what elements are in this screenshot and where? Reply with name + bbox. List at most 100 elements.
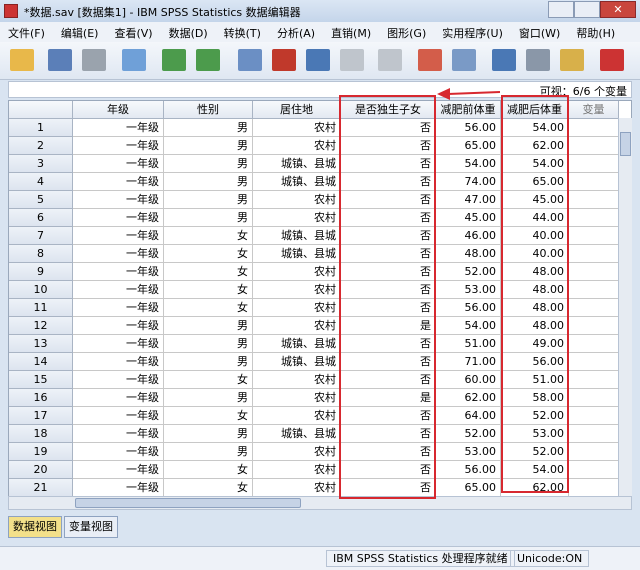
value-labels-icon[interactable] <box>600 49 624 71</box>
view-tab[interactable]: 变量视图 <box>64 516 118 538</box>
data-cell[interactable]: 一年级 <box>73 137 164 155</box>
data-cell[interactable]: 56.00 <box>436 461 501 479</box>
dialog-icon[interactable] <box>122 49 146 71</box>
vertical-scrollbar[interactable] <box>618 118 632 496</box>
data-cell[interactable]: 否 <box>341 155 436 173</box>
data-cell[interactable]: 一年级 <box>73 209 164 227</box>
empty-cell[interactable] <box>569 389 619 407</box>
data-cell[interactable]: 否 <box>341 425 436 443</box>
empty-cell[interactable] <box>569 353 619 371</box>
data-cell[interactable]: 54.00 <box>436 317 501 335</box>
menu-item[interactable]: 查看(V) <box>114 27 153 40</box>
column-header[interactable]: 是否独生子女 <box>341 101 436 119</box>
data-cell[interactable]: 否 <box>341 173 436 191</box>
data-cell[interactable]: 农村 <box>253 281 341 299</box>
data-cell[interactable]: 51.00 <box>501 371 569 389</box>
data-cell[interactable]: 女 <box>164 461 253 479</box>
data-cell[interactable]: 52.00 <box>501 407 569 425</box>
data-cell[interactable]: 女 <box>164 281 253 299</box>
data-cell[interactable]: 48.00 <box>436 245 501 263</box>
data-cell[interactable]: 74.00 <box>436 173 501 191</box>
goto-case-icon[interactable] <box>238 49 262 71</box>
data-cell[interactable]: 农村 <box>253 407 341 425</box>
undo-icon[interactable] <box>162 49 186 71</box>
data-cell[interactable]: 女 <box>164 227 253 245</box>
data-cell[interactable]: 53.00 <box>436 281 501 299</box>
data-cell[interactable]: 城镇、县城 <box>253 335 341 353</box>
horizontal-scrollbar[interactable] <box>8 496 632 510</box>
data-cell[interactable]: 女 <box>164 299 253 317</box>
data-cell[interactable]: 54.00 <box>501 155 569 173</box>
data-cell[interactable]: 否 <box>341 353 436 371</box>
data-cell[interactable]: 是 <box>341 389 436 407</box>
data-cell[interactable]: 否 <box>341 461 436 479</box>
data-cell[interactable]: 男 <box>164 317 253 335</box>
data-cell[interactable]: 47.00 <box>436 191 501 209</box>
data-cell[interactable]: 一年级 <box>73 299 164 317</box>
data-cell[interactable]: 农村 <box>253 389 341 407</box>
data-cell[interactable]: 44.00 <box>501 209 569 227</box>
column-header[interactable]: 居住地 <box>253 101 341 119</box>
data-cell[interactable]: 52.00 <box>436 425 501 443</box>
data-cell[interactable]: 60.00 <box>436 371 501 389</box>
scroll-thumb[interactable] <box>75 498 301 508</box>
data-cell[interactable]: 58.00 <box>501 389 569 407</box>
data-cell[interactable]: 一年级 <box>73 425 164 443</box>
data-cell[interactable]: 48.00 <box>501 263 569 281</box>
data-cell[interactable]: 一年级 <box>73 479 164 497</box>
data-cell[interactable]: 一年级 <box>73 245 164 263</box>
data-cell[interactable]: 51.00 <box>436 335 501 353</box>
empty-cell[interactable] <box>569 371 619 389</box>
data-cell[interactable]: 女 <box>164 371 253 389</box>
data-cell[interactable]: 否 <box>341 443 436 461</box>
data-cell[interactable]: 女 <box>164 263 253 281</box>
data-cell[interactable]: 56.00 <box>501 353 569 371</box>
data-cell[interactable]: 城镇、县城 <box>253 173 341 191</box>
redo-icon[interactable] <box>196 49 220 71</box>
data-cell[interactable]: 54.00 <box>436 155 501 173</box>
data-cell[interactable]: 48.00 <box>501 281 569 299</box>
data-cell[interactable]: 49.00 <box>501 335 569 353</box>
data-cell[interactable]: 否 <box>341 119 436 137</box>
empty-cell[interactable] <box>569 119 619 137</box>
data-cell[interactable]: 54.00 <box>501 119 569 137</box>
data-cell[interactable]: 46.00 <box>436 227 501 245</box>
data-cell[interactable]: 男 <box>164 155 253 173</box>
menu-item[interactable]: 帮助(H) <box>576 27 616 40</box>
menu-item[interactable]: 分析(A) <box>276 27 316 40</box>
data-cell[interactable]: 52.00 <box>436 263 501 281</box>
data-cell[interactable]: 农村 <box>253 191 341 209</box>
data-cell[interactable]: 53.00 <box>501 425 569 443</box>
data-cell[interactable]: 48.00 <box>501 299 569 317</box>
menu-item[interactable]: 图形(G) <box>387 27 427 40</box>
data-cell[interactable]: 女 <box>164 407 253 425</box>
data-cell[interactable]: 65.00 <box>436 137 501 155</box>
data-cell[interactable]: 一年级 <box>73 407 164 425</box>
empty-cell[interactable] <box>569 407 619 425</box>
data-cell[interactable]: 一年级 <box>73 191 164 209</box>
empty-cell[interactable] <box>569 335 619 353</box>
data-cell[interactable]: 农村 <box>253 137 341 155</box>
data-cell[interactable]: 农村 <box>253 119 341 137</box>
empty-cell[interactable] <box>569 137 619 155</box>
data-cell[interactable]: 男 <box>164 119 253 137</box>
data-cell[interactable]: 否 <box>341 371 436 389</box>
data-cell[interactable]: 一年级 <box>73 155 164 173</box>
minimize-button[interactable] <box>548 1 574 18</box>
menu-item[interactable]: 编辑(E) <box>60 27 99 40</box>
empty-cell[interactable] <box>569 479 619 497</box>
data-cell[interactable]: 男 <box>164 353 253 371</box>
column-header[interactable]: 性别 <box>164 101 253 119</box>
maximize-button[interactable] <box>574 1 600 18</box>
data-cell[interactable]: 45.00 <box>436 209 501 227</box>
data-cell[interactable]: 是 <box>341 317 436 335</box>
empty-cell[interactable] <box>569 281 619 299</box>
empty-cell[interactable] <box>569 245 619 263</box>
data-cell[interactable]: 农村 <box>253 461 341 479</box>
insert-case-icon[interactable] <box>418 49 442 71</box>
empty-cell[interactable] <box>569 299 619 317</box>
menu-item[interactable]: 数据(D) <box>168 27 208 40</box>
data-cell[interactable]: 一年级 <box>73 317 164 335</box>
data-cell[interactable]: 否 <box>341 137 436 155</box>
menu-item[interactable]: 直销(M) <box>331 27 372 40</box>
